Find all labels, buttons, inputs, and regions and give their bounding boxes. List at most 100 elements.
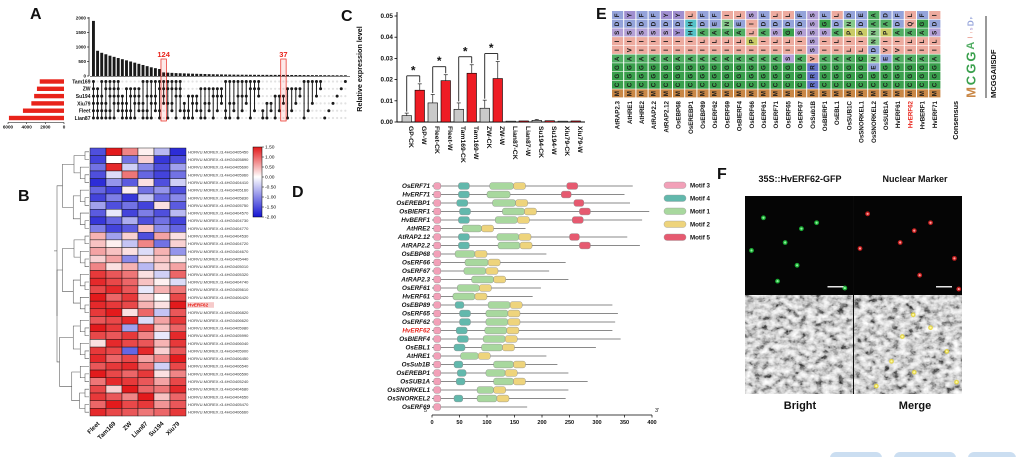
svg-text:1500: 1500 [76,30,87,35]
svg-text:A: A [965,42,977,50]
svg-text:0: 0 [63,125,66,130]
svg-text:0.05: 0.05 [381,13,394,20]
svg-text:L: L [687,13,694,17]
svg-text:-1.00: -1.00 [265,195,276,201]
svg-text:E: E [883,57,890,61]
svg-text:L: L [846,48,853,52]
svg-text:C: C [712,82,719,87]
svg-text:C: C [724,82,731,87]
svg-text:M: M [919,91,926,96]
svg-text:A: A [919,30,926,35]
svg-text:A: A [724,56,731,61]
svg-text:F: F [919,13,926,17]
sequence-alignment: MCGGAIISDFAtRAP2.3MCGGAVISDYAtHRE1MCGGAI… [612,11,998,143]
svg-text:OsERF66: OsERF66 [402,260,430,267]
svg-text:HORVU.MOREX.r3.4HG0406660: HORVU.MOREX.r3.4HG0406660 [188,410,249,415]
svg-text:M: M [797,91,804,96]
svg-text:V: V [809,56,816,61]
svg-text:AtRAP2.2: AtRAP2.2 [651,100,658,129]
svg-text:P: P [858,31,865,35]
svg-text:A: A [834,30,841,35]
svg-text:I: I [773,49,780,51]
svg-text:Lian87-CK: Lian87-CK [511,126,518,160]
panel-label-d: D [292,184,304,201]
svg-text:HORVU.MOREX.r3.4HG0405890: HORVU.MOREX.r3.4HG0405890 [188,157,249,162]
svg-text:OsSUB1C: OsSUB1C [846,100,853,130]
svg-text:D: D [846,13,853,18]
svg-text:D: D [967,20,976,26]
svg-text:L: L [748,31,755,35]
svg-text:S: S [809,13,816,17]
svg-text:Motif 1: Motif 1 [690,209,710,216]
svg-text:I: I [724,49,731,51]
svg-text:G: G [883,65,890,70]
svg-text:G: G [895,65,902,70]
svg-text:G: G [870,74,877,79]
svg-text:300: 300 [592,420,601,426]
svg-text:3': 3' [655,408,659,414]
svg-text:Lian87-W: Lian87-W [524,126,531,157]
svg-text:-2.00: -2.00 [265,215,276,221]
svg-text:S: S [809,48,816,52]
svg-text:I: I [687,40,694,42]
svg-text:S: S [809,22,816,26]
svg-text:HORVU.MOREX.r3.4HG0404650: HORVU.MOREX.r3.4HG0404650 [188,394,249,399]
svg-text:C: C [846,82,853,87]
svg-text:OsERF65: OsERF65 [785,100,792,128]
svg-text:I: I [761,40,768,42]
svg-text:G: G [687,65,694,70]
svg-text:G: G [626,65,633,70]
svg-text:OsSNORKEL1: OsSNORKEL1 [387,387,430,394]
svg-text:G: G [724,74,731,79]
svg-text:Lian87: Lian87 [75,116,91,122]
svg-text:G: G [687,74,694,79]
svg-text:A: A [712,56,719,61]
svg-text:E: E [870,65,877,69]
svg-text:L: L [919,39,926,43]
svg-text:G: G [822,21,829,26]
svg-text:M: M [964,87,979,98]
svg-text:HORVU.MOREX.r3.4HG0405690: HORVU.MOREX.r3.4HG0405690 [188,165,249,170]
svg-text:I: I [761,49,768,51]
svg-text:I: I [639,40,646,42]
svg-text:C: C [626,82,633,87]
panel-label-a: A [30,6,42,23]
svg-text:G: G [895,74,902,79]
svg-text:Motif 4: Motif 4 [690,196,710,203]
svg-text:AtHRE2: AtHRE2 [639,100,646,124]
svg-text:R: R [809,73,816,78]
svg-text:M: M [663,91,670,96]
svg-text:-0.50: -0.50 [265,185,276,191]
svg-text:G: G [651,65,658,70]
svg-text:OsSNORKEL2: OsSNORKEL2 [871,100,878,143]
svg-text:S: S [822,31,829,35]
svg-text:F: F [895,13,902,17]
svg-text:L: L [736,39,743,43]
svg-text:F: F [761,13,768,17]
svg-text:Y: Y [675,12,682,17]
svg-text:HvBERF1: HvBERF1 [401,217,430,224]
svg-text:L: L [931,39,938,43]
svg-text:HvERF61: HvERF61 [895,100,902,128]
svg-text:HORVU.MOREX.r3.4HG0404570: HORVU.MOREX.r3.4HG0404570 [188,211,249,216]
svg-text:200: 200 [537,420,546,426]
svg-text:A: A [883,21,890,26]
svg-text:I: I [797,40,804,42]
svg-text:OsERF67: OsERF67 [798,100,805,128]
svg-text:OsSUB1A: OsSUB1A [883,100,890,130]
svg-text:350: 350 [620,420,629,426]
svg-text:E: E [712,22,719,26]
svg-text:G: G [785,65,792,70]
svg-text:OsSNORKEL2: OsSNORKEL2 [387,396,430,403]
svg-text:M: M [712,91,719,96]
svg-text:F: F [700,13,707,17]
svg-text:OsEREBP1: OsEREBP1 [396,200,430,207]
svg-text:Xiu79-CK: Xiu79-CK [563,126,570,156]
svg-text:OsEBP68: OsEBP68 [676,100,683,128]
svg-text:G: G [639,74,646,79]
svg-text:HvERF71: HvERF71 [932,100,939,128]
svg-text:I: I [822,49,829,51]
svg-text:I: I [639,49,646,51]
svg-text:M: M [614,91,621,96]
svg-text:C: C [834,82,841,87]
